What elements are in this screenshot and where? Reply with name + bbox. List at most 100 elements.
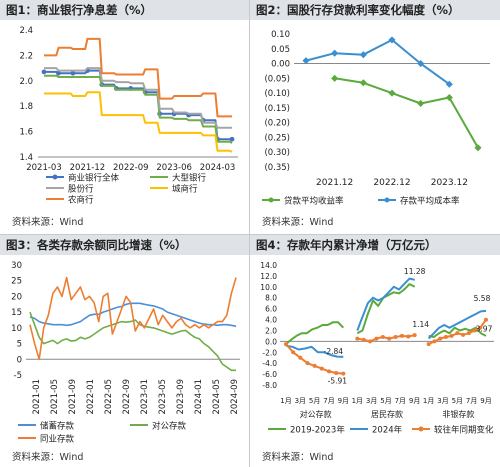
panel-title: 图3：各类存款余额同比增速（%） bbox=[0, 235, 249, 255]
chart-deposit-increase: -8.0 -6.0 -4.0 -2.0 0.0 2.04.0 6.0 8.0 10.0 12.0 1… bbox=[260, 261, 494, 436]
data-point bbox=[284, 342, 288, 347]
legend-item-label: 大型银行 bbox=[172, 173, 207, 184]
x-tick-label: 9月 bbox=[338, 397, 349, 405]
x-tick-label: 2022-09 bbox=[122, 379, 132, 415]
panel-title: 图4：存款年内累计净增（万亿元） bbox=[250, 235, 500, 255]
x-tick-label: 2022-05 bbox=[104, 379, 114, 415]
legend-item-label: 存款平均成本率 bbox=[400, 196, 460, 207]
y-tick-label: (0.10) bbox=[264, 89, 290, 99]
x-tick-label: 2024-05 bbox=[212, 379, 222, 415]
source-note: 资料来源：Wind bbox=[262, 217, 334, 228]
y-tick-label: 0.0 bbox=[265, 337, 277, 346]
legend-item-label: 农商行 bbox=[68, 195, 94, 206]
panel-net-interest-margin: 图1：商业银行净息差（%） 1.4 1.6 1.8 2.0 2.2 2.4 2021-03 2… bbox=[0, 0, 249, 234]
data-point bbox=[466, 331, 471, 336]
y-tick-label: 4.0 bbox=[265, 316, 277, 325]
y-tick-label: 0.05 bbox=[271, 45, 290, 55]
x-tick-label: 2022-09 bbox=[113, 163, 149, 173]
data-point bbox=[327, 369, 331, 374]
x-tick-label: 5月 bbox=[452, 397, 463, 405]
x-tick-label: 2023-06 bbox=[156, 163, 192, 173]
series-line-4 bbox=[44, 37, 232, 118]
x-tick-label: 5月 bbox=[380, 397, 391, 405]
legend-item-label: 股份行 bbox=[68, 184, 94, 195]
x-tick-label: 2021-05 bbox=[50, 379, 60, 415]
legend-item-label: 同业存款 bbox=[40, 434, 75, 445]
y-tick-label: -8.0 bbox=[262, 381, 277, 390]
x-tick-label: 2021.12 bbox=[316, 178, 353, 188]
data-point bbox=[399, 333, 404, 338]
data-point bbox=[331, 49, 339, 57]
legend-item-label: 2024年 bbox=[372, 425, 403, 436]
legend-item-label: 较往年同期变化 bbox=[434, 425, 494, 436]
series-line-3 bbox=[44, 91, 233, 153]
data-point bbox=[443, 335, 448, 339]
data-point bbox=[432, 339, 437, 344]
y-tick-label: (0.25) bbox=[264, 133, 290, 143]
y-tick-label: 1.8 bbox=[19, 102, 33, 112]
series-line-0 bbox=[334, 77, 479, 149]
y-tick-label: 2.4 bbox=[19, 26, 33, 36]
x-tick-label: 7月 bbox=[395, 397, 406, 405]
panel-title: 图1：商业银行净息差（%） bbox=[0, 0, 249, 20]
source-note: 资料来源：Wind bbox=[12, 452, 84, 463]
series-line-2 bbox=[44, 67, 232, 129]
data-point bbox=[426, 342, 431, 347]
panel-deposit-increase: 图4：存款年内累计净增（万亿元） -8.0 -6.0 -4.0 -2.0 0.0 2.0 4… bbox=[250, 235, 500, 467]
y-tick-label: 15 bbox=[11, 308, 22, 318]
data-point bbox=[291, 350, 296, 355]
x-tick-label: 9月 bbox=[409, 397, 420, 405]
chart-net-interest-margin: 1.4 1.6 1.8 2.0 2.2 2.4 2021-03 2021-12 2022-09 2… bbox=[19, 26, 238, 206]
y-tick-label: 2.2 bbox=[19, 51, 33, 61]
series-line-0 bbox=[44, 69, 232, 141]
series-line-0 bbox=[29, 302, 237, 328]
data-point bbox=[359, 79, 367, 87]
data-point bbox=[393, 335, 398, 339]
y-tick-label: 0.10 bbox=[271, 30, 290, 40]
y-tick-label: 6.0 bbox=[265, 305, 277, 314]
legend-item-marker bbox=[418, 426, 424, 432]
legend-item-marker bbox=[268, 197, 274, 203]
x-tick-label: 1月 bbox=[423, 397, 434, 405]
series-line-2 bbox=[29, 276, 237, 361]
y-tick-label: -6.0 bbox=[262, 370, 277, 379]
group-label: 对公存款 bbox=[300, 409, 332, 419]
data-point bbox=[387, 336, 392, 341]
data-point bbox=[359, 51, 367, 59]
y-tick-label: 0.00 bbox=[271, 60, 290, 70]
x-tick-label: 1月 bbox=[352, 397, 363, 405]
x-tick-label: 7月 bbox=[466, 397, 477, 405]
series-line bbox=[285, 344, 344, 358]
panel-deposit-growth: 图3：各类存款余额同比增速（%） -5 0 5 10 15 20 25 30 2021-01 20… bbox=[0, 235, 249, 467]
data-label: 11.28 bbox=[404, 267, 426, 276]
x-tick-label: 2024-01 bbox=[194, 379, 204, 415]
data-label: 5.58 bbox=[474, 294, 491, 303]
y-tick-label: -5 bbox=[14, 371, 22, 381]
y-tick-label: 12.0 bbox=[260, 272, 277, 281]
x-tick-label: 2023-05 bbox=[158, 379, 168, 415]
source-note: 资料来源：Wind bbox=[12, 217, 84, 228]
y-tick-label: (0.30) bbox=[264, 148, 290, 158]
series-line-1 bbox=[44, 74, 233, 144]
y-tick-label: 20 bbox=[11, 292, 22, 302]
y-tick-label: 1.4 bbox=[19, 153, 33, 163]
data-point bbox=[417, 99, 425, 107]
data-point bbox=[355, 336, 360, 341]
group-label: 非银存款 bbox=[442, 409, 474, 419]
data-point bbox=[319, 366, 324, 371]
panel-rate-change: 图2：国股行存贷款利率变化幅度（%） 0.10 0.05 0.00 (0.05) (0.… bbox=[250, 0, 500, 234]
data-point bbox=[331, 74, 339, 82]
series-line bbox=[427, 309, 487, 340]
y-tick-label: 25 bbox=[11, 277, 22, 287]
data-point bbox=[474, 144, 482, 152]
chart-deposit-growth: -5 0 5 10 15 20 25 30 2021-01 2021-05 2021-09 2022-… bbox=[11, 261, 240, 445]
data-point bbox=[478, 325, 483, 330]
data-point bbox=[302, 57, 310, 65]
data-point bbox=[374, 336, 379, 341]
data-point bbox=[380, 335, 385, 339]
y-tick-label: (0.15) bbox=[264, 104, 290, 114]
y-tick-label: (0.05) bbox=[264, 74, 290, 84]
x-tick-label: 2023-01 bbox=[140, 379, 150, 415]
y-tick-label: -2.0 bbox=[262, 348, 277, 357]
data-point bbox=[312, 363, 317, 368]
